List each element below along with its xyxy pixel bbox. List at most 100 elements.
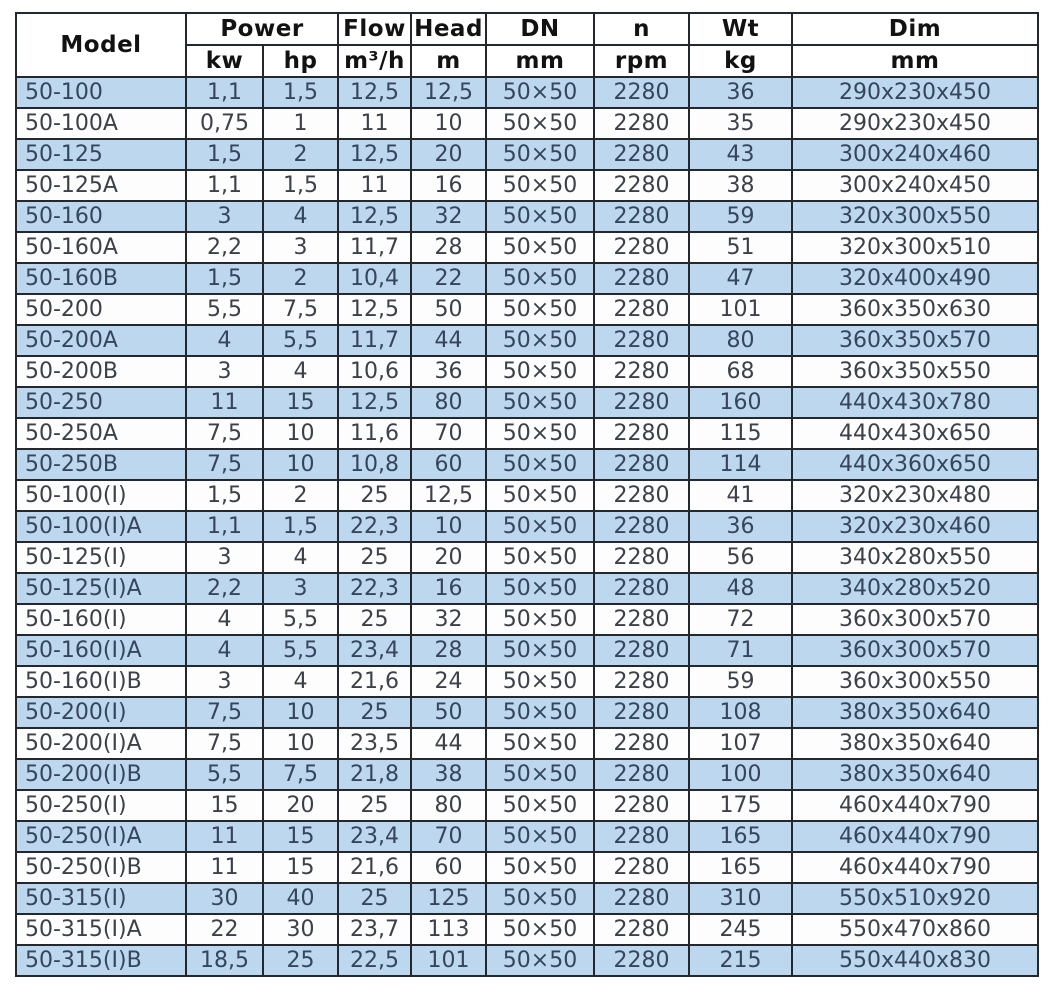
- value-cell: 50×50: [485, 696, 595, 729]
- value-cell: 25: [337, 603, 412, 636]
- value-cell: 2280: [593, 479, 690, 512]
- value-cell: 5,5: [262, 324, 339, 357]
- value-cell: 80: [410, 386, 487, 419]
- table-row: 50-125 1,5 2 12,5 20 50×50 2280 43 300x240x460: [15, 138, 1039, 171]
- column-header-dim: Dim: [791, 12, 1039, 46]
- value-cell: 1,5: [262, 169, 339, 202]
- value-cell: 340x280x520: [791, 572, 1039, 605]
- value-cell: 44: [410, 727, 487, 760]
- value-cell: 21,6: [337, 665, 412, 698]
- unit-header-mm-dn: mm: [485, 44, 595, 78]
- unit-header-kw: kw: [185, 44, 264, 78]
- value-cell: 2280: [593, 789, 690, 822]
- value-cell: 5,5: [262, 634, 339, 667]
- column-header-wt: Wt: [688, 12, 793, 46]
- value-cell: 50×50: [485, 572, 595, 605]
- model-cell: 50-250(I)A: [15, 820, 187, 853]
- value-cell: 50×50: [485, 510, 595, 543]
- model-cell: 50-200(I)A: [15, 727, 187, 760]
- value-cell: 15: [262, 820, 339, 853]
- value-cell: 32: [410, 603, 487, 636]
- value-cell: 50×50: [485, 541, 595, 574]
- model-cell: 50-250A: [15, 417, 187, 450]
- table-header: Model Power Flow Head DN n Wt Dim kw hp …: [15, 12, 1039, 78]
- value-cell: 2: [262, 479, 339, 512]
- column-header-model: Model: [15, 12, 187, 78]
- value-cell: 10,6: [337, 355, 412, 388]
- model-cell: 50-250B: [15, 448, 187, 481]
- value-cell: 50×50: [485, 200, 595, 233]
- value-cell: 2280: [593, 851, 690, 884]
- value-cell: 1,1: [185, 76, 264, 109]
- value-cell: 3: [262, 572, 339, 605]
- value-cell: 7,5: [185, 448, 264, 481]
- value-cell: 2280: [593, 572, 690, 605]
- value-cell: 107: [688, 727, 793, 760]
- table-row: 50-100(I) 1,5 2 25 12,5 50×50 2280 41 320x230x48…: [15, 479, 1039, 512]
- value-cell: 10: [262, 448, 339, 481]
- model-cell: 50-125A: [15, 169, 187, 202]
- value-cell: 1,1: [185, 510, 264, 543]
- value-cell: 2280: [593, 820, 690, 853]
- model-cell: 50-160: [15, 200, 187, 233]
- value-cell: 50×50: [485, 665, 595, 698]
- value-cell: 4: [262, 665, 339, 698]
- value-cell: 25: [337, 882, 412, 915]
- value-cell: 2280: [593, 386, 690, 419]
- model-cell: 50-200(I)B: [15, 758, 187, 791]
- model-cell: 50-125(I): [15, 541, 187, 574]
- unit-header-rpm: rpm: [593, 44, 690, 78]
- value-cell: 2280: [593, 634, 690, 667]
- value-cell: 12,5: [337, 200, 412, 233]
- value-cell: 4: [262, 541, 339, 574]
- value-cell: 20: [410, 138, 487, 171]
- value-cell: 23,4: [337, 820, 412, 853]
- value-cell: 380x350x640: [791, 758, 1039, 791]
- value-cell: 310: [688, 882, 793, 915]
- value-cell: 340x280x550: [791, 541, 1039, 574]
- value-cell: 360x350x630: [791, 293, 1039, 326]
- value-cell: 3: [185, 665, 264, 698]
- value-cell: 2280: [593, 293, 690, 326]
- value-cell: 24: [410, 665, 487, 698]
- value-cell: 4: [185, 324, 264, 357]
- table-row: 50-200 5,5 7,5 12,5 50 50×50 2280 101 360x350x63…: [15, 293, 1039, 326]
- table-row: 50-160B 1,5 2 10,4 22 50×50 2280 47 320x400x490: [15, 262, 1039, 295]
- value-cell: 23,4: [337, 634, 412, 667]
- value-cell: 160: [688, 386, 793, 419]
- value-cell: 5,5: [185, 758, 264, 791]
- value-cell: 245: [688, 913, 793, 946]
- table-row: 50-200B 3 4 10,6 36 50×50 2280 68 360x350x550: [15, 355, 1039, 388]
- value-cell: 2280: [593, 696, 690, 729]
- value-cell: 114: [688, 448, 793, 481]
- value-cell: 10: [410, 510, 487, 543]
- value-cell: 20: [410, 541, 487, 574]
- value-cell: 80: [410, 789, 487, 822]
- model-cell: 50-200B: [15, 355, 187, 388]
- value-cell: 12,5: [337, 138, 412, 171]
- value-cell: 0,75: [185, 107, 264, 140]
- value-cell: 50×50: [485, 634, 595, 667]
- table-row: 50-250(I)B 11 15 21,6 60 50×50 2280 165 460x440x…: [15, 851, 1039, 884]
- value-cell: 22: [410, 262, 487, 295]
- value-cell: 3: [185, 541, 264, 574]
- value-cell: 44: [410, 324, 487, 357]
- model-cell: 50-160(I)B: [15, 665, 187, 698]
- value-cell: 2280: [593, 262, 690, 295]
- value-cell: 460x440x790: [791, 789, 1039, 822]
- model-cell: 50-160(I): [15, 603, 187, 636]
- value-cell: 1,5: [185, 262, 264, 295]
- value-cell: 2280: [593, 107, 690, 140]
- value-cell: 2280: [593, 882, 690, 915]
- value-cell: 300x240x450: [791, 169, 1039, 202]
- model-cell: 50-160(I)A: [15, 634, 187, 667]
- value-cell: 50×50: [485, 262, 595, 295]
- value-cell: 7,5: [185, 417, 264, 450]
- column-header-flow: Flow: [337, 12, 412, 46]
- value-cell: 2280: [593, 727, 690, 760]
- value-cell: 320x230x480: [791, 479, 1039, 512]
- value-cell: 15: [185, 789, 264, 822]
- model-cell: 50-315(I)B: [15, 944, 187, 977]
- value-cell: 28: [410, 231, 487, 264]
- value-cell: 50: [410, 696, 487, 729]
